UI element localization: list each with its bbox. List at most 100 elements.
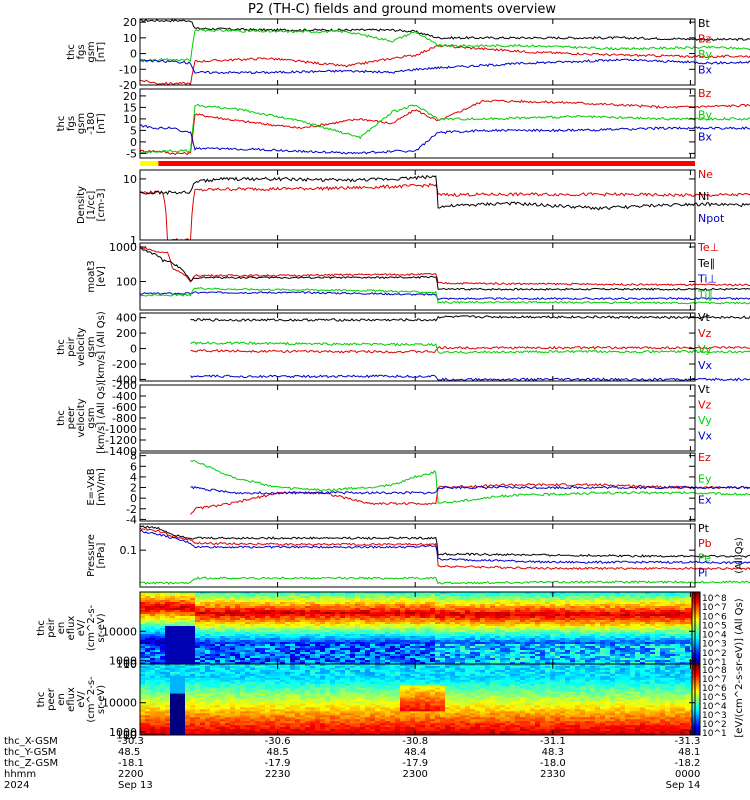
spectrogram-cell <box>515 632 521 635</box>
spectrogram-cell <box>275 624 281 627</box>
spectrogram-cell <box>460 602 466 605</box>
spectrogram-cell <box>275 638 281 641</box>
spectrogram-cell <box>420 626 426 629</box>
spectrogram-cell <box>400 614 406 617</box>
spectrogram-cell <box>500 638 506 641</box>
y-axis-label: peir <box>46 617 57 637</box>
spectrogram-cell <box>435 602 441 605</box>
spectrogram-cell <box>480 634 486 637</box>
spectrogram-cell <box>165 610 171 613</box>
spectrogram-cell <box>195 701 201 704</box>
spectrogram-cell <box>495 604 501 607</box>
spectrogram-cell <box>155 671 161 675</box>
spectrogram-cell <box>380 630 386 633</box>
spectrogram-cell <box>160 654 166 657</box>
spectrogram-cell <box>240 636 246 639</box>
spectrogram-cell <box>630 600 636 603</box>
spectrogram-cell <box>565 654 571 657</box>
spectrogram-cell <box>235 598 241 601</box>
spectrogram-cell <box>400 650 406 653</box>
spectrogram-cell <box>570 644 576 647</box>
spectrogram-cell <box>200 650 206 653</box>
panel-peir_eflux: 10^810^710^610^510^410^310^210^110000100… <box>36 591 727 671</box>
spectrogram-cell <box>390 660 396 663</box>
spectrogram-cell <box>660 624 666 627</box>
spectrogram-cell <box>685 642 691 645</box>
spectrogram-cell <box>255 644 261 647</box>
spectrogram-cell <box>455 594 461 597</box>
spectrogram-cell <box>170 638 176 641</box>
spectrogram-cell <box>240 646 246 649</box>
spectrogram-cell <box>660 610 666 613</box>
spectrogram-cell <box>450 656 456 659</box>
spectrogram-cell <box>330 652 336 655</box>
spectrogram-cell <box>370 608 376 611</box>
spectrogram-cell <box>215 662 221 665</box>
spectrogram-cell <box>345 630 351 633</box>
spectrogram-cell <box>350 604 356 607</box>
spectrogram-cell <box>210 679 216 683</box>
spectrogram-cell <box>675 650 681 653</box>
spectrogram-cell <box>555 622 561 625</box>
spectrogram-cell <box>660 640 666 643</box>
spectrogram-cell <box>490 660 496 663</box>
spectrogram-cell <box>215 677 221 681</box>
spectrogram-cell <box>440 654 446 657</box>
spectrogram-cell <box>350 594 356 597</box>
spectrogram-cell <box>505 622 511 625</box>
spectrogram-cell <box>155 707 161 710</box>
spectrogram-cell <box>355 658 361 661</box>
y-tick-label: 0 <box>130 136 137 149</box>
spectrogram-cell <box>305 628 311 631</box>
spectrogram-cell <box>455 598 461 601</box>
spectrogram-cell <box>190 628 196 631</box>
spectrogram-cell <box>500 652 506 655</box>
spectrogram-cell <box>175 699 181 702</box>
spectrogram-cell <box>650 658 656 661</box>
spectrogram-cell <box>200 677 206 681</box>
spectrogram-cell <box>260 660 266 663</box>
spectrogram-cell <box>415 604 421 607</box>
spectrogram-cell <box>545 642 551 645</box>
spectrogram-cell <box>265 660 271 663</box>
spectrogram-cell <box>365 594 371 597</box>
spectrogram-cell <box>560 596 566 599</box>
spectrogram-cell <box>545 660 551 663</box>
spectrogram-cell <box>560 624 566 627</box>
spectrogram-cell <box>395 662 401 665</box>
spectrogram-cell <box>195 717 201 720</box>
spectrogram-cell <box>545 662 551 665</box>
spectrogram-cell <box>245 646 251 649</box>
spectrogram-cell <box>455 650 461 653</box>
spectrogram-cell <box>635 602 641 605</box>
spectrogram-cell <box>195 707 201 710</box>
spectrogram-cell <box>395 654 401 657</box>
spectrogram-cell <box>555 596 561 599</box>
spectrogram-cell <box>530 650 536 653</box>
spectrogram-cell <box>605 642 611 645</box>
spectrogram-cell <box>360 620 366 623</box>
spectrogram-cell <box>575 660 581 663</box>
spectrogram-cell <box>575 658 581 661</box>
y-tick-label: 0 <box>130 492 137 505</box>
spectrogram-cell <box>645 614 651 617</box>
spectrogram-cell <box>435 632 441 635</box>
spectrogram-cell <box>475 620 481 623</box>
spectrogram-cell <box>520 662 526 665</box>
spectrogram-cell <box>530 624 536 627</box>
spectrogram-cell <box>270 612 276 615</box>
spectrogram-cell <box>495 656 501 659</box>
spectrogram-cell <box>610 628 616 631</box>
spectrogram-cell <box>215 705 221 708</box>
spectrogram-cell <box>170 701 176 704</box>
spectrogram-cell <box>520 610 526 613</box>
spectrogram-cell <box>420 648 426 651</box>
spectrogram-cell <box>190 644 196 647</box>
spectrogram-cell <box>140 723 146 726</box>
spectrogram-cell <box>260 614 266 617</box>
spectrogram-cell <box>260 658 266 661</box>
spectrogram-cell <box>140 699 146 702</box>
spectrogram-cell <box>455 612 461 615</box>
spectrogram-cell <box>440 592 446 595</box>
spectrogram-cell <box>605 650 611 653</box>
